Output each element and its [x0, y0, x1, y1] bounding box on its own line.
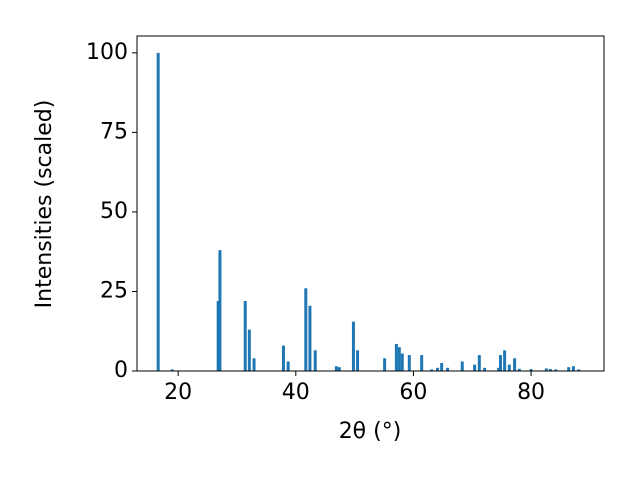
bar: [446, 367, 450, 371]
bar: [567, 367, 571, 371]
y-tick-label: 100: [86, 40, 128, 65]
bar: [308, 305, 312, 371]
x-tick-label: 60: [399, 380, 427, 405]
bar: [544, 368, 548, 371]
y-tick-label: 50: [100, 199, 128, 224]
bar: [351, 321, 355, 371]
bar: [337, 367, 341, 371]
bar: [334, 366, 338, 371]
bar: [529, 369, 533, 371]
bar: [170, 369, 174, 371]
bar: [498, 355, 502, 371]
bar: [156, 52, 160, 371]
bar: [397, 347, 401, 371]
bar: [497, 367, 501, 371]
x-tick-label: 40: [282, 380, 310, 405]
bar: [252, 358, 256, 371]
bar: [571, 366, 575, 371]
bar: [243, 301, 247, 371]
bar: [281, 345, 285, 371]
bar: [473, 364, 477, 371]
bar: [407, 355, 411, 371]
bar: [383, 358, 387, 371]
bar: [577, 369, 581, 371]
bar: [460, 361, 464, 371]
bar: [503, 350, 507, 371]
y-tick-label: 25: [100, 278, 128, 303]
y-tick-label: 75: [100, 119, 128, 144]
bar: [313, 350, 317, 371]
bar: [420, 355, 424, 371]
bar: [430, 369, 434, 371]
x-tick-label: 20: [164, 380, 192, 405]
bar: [216, 301, 220, 371]
bar: [548, 369, 552, 371]
x-axis-label: 2θ (°): [339, 419, 402, 444]
bar: [517, 368, 521, 371]
bar: [554, 369, 558, 371]
bar: [513, 358, 517, 371]
bar: [400, 353, 404, 371]
bar: [356, 350, 360, 371]
x-tick-label: 80: [517, 380, 545, 405]
bar: [507, 364, 511, 371]
bar: [218, 250, 222, 371]
bar: [477, 355, 481, 371]
bar: [286, 361, 290, 371]
bar: [440, 363, 444, 371]
bar: [483, 367, 487, 371]
bar: [394, 343, 398, 371]
y-axis-label: Intensities (scaled): [32, 100, 57, 309]
bar: [247, 329, 251, 371]
bar: [304, 288, 308, 371]
y-tick-label: 0: [114, 358, 128, 383]
plot-frame: [136, 35, 605, 372]
bar: [436, 367, 440, 371]
